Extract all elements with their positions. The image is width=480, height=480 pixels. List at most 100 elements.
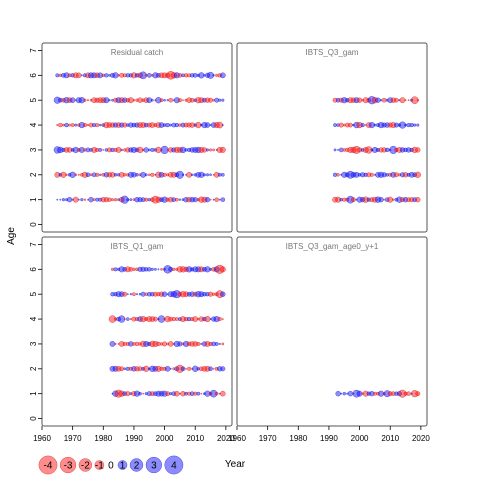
bubble-point <box>119 366 125 372</box>
panel-frame <box>41 236 233 427</box>
bubble-point <box>215 264 225 274</box>
bubble-point <box>219 266 226 273</box>
bubble-point <box>86 123 90 127</box>
bubble-point <box>219 72 226 79</box>
bubble-point <box>381 172 387 178</box>
legend-label: 4 <box>171 461 177 472</box>
bubble-point <box>156 341 161 347</box>
legend-label: -1 <box>95 461 104 472</box>
legend-entry: 1 <box>117 460 128 472</box>
bubble-point <box>129 318 132 321</box>
panels-layer: Residual catch IBTS_Q3_gam IBTS_Q1_gam IBTS… <box>41 42 428 427</box>
bubble-point <box>162 123 167 127</box>
bubble-point <box>369 391 375 397</box>
y-tick-label: 5 <box>29 97 38 102</box>
bubble-point <box>210 122 217 128</box>
bubble-point <box>54 171 61 178</box>
bubble-point <box>157 315 166 323</box>
bubble-point <box>204 196 211 203</box>
bubble-point <box>162 366 167 371</box>
bubble-point <box>396 146 403 153</box>
bubble-point <box>134 341 140 347</box>
bubble-point <box>116 316 121 322</box>
bubble-point <box>88 196 94 203</box>
bubble-point <box>109 341 116 347</box>
y-tick-label: 4 <box>29 122 38 127</box>
bubble-point <box>146 316 153 323</box>
legend-entry: 2 <box>129 458 144 472</box>
bubble-point <box>195 291 202 298</box>
bubble-point <box>384 147 390 153</box>
bubble-point <box>177 98 182 103</box>
bubble-point <box>199 366 204 372</box>
bubble-point <box>414 171 421 178</box>
bubble-point <box>204 122 211 128</box>
legend-bubble <box>78 458 93 472</box>
bubble-point <box>384 197 390 202</box>
x-tick-label: 1980 <box>289 434 307 443</box>
bubble-point <box>186 122 192 128</box>
bubble-point <box>379 99 383 102</box>
bubble-point <box>88 122 94 128</box>
bubble-point <box>70 123 75 127</box>
bubble-point <box>219 146 226 153</box>
bubble-point <box>132 292 136 297</box>
bubble-point <box>143 147 149 153</box>
bubble-point <box>77 173 80 176</box>
bubble-point <box>336 173 340 177</box>
bubble-point <box>123 318 126 321</box>
panel-2: IBTS_Q1_gam <box>41 236 233 427</box>
bubble-point <box>190 173 194 177</box>
bubble-point <box>97 72 104 79</box>
bubble-point <box>125 73 130 78</box>
bubble-point <box>117 267 121 271</box>
bubble-point <box>340 392 343 395</box>
bubble-point <box>214 292 219 297</box>
legend-label: 3 <box>151 461 157 472</box>
bubble-point <box>161 72 168 79</box>
bubble-point <box>189 147 195 153</box>
bubble-point <box>377 171 385 178</box>
bubble-point <box>372 391 377 396</box>
bubble-point <box>212 74 215 77</box>
bubble-point <box>332 172 338 177</box>
y-tick-label: 0 <box>29 416 38 421</box>
bubble-point <box>58 172 63 177</box>
bubble-point <box>158 291 165 297</box>
bubble-point <box>99 173 102 177</box>
panel-0: Residual catch <box>41 42 233 233</box>
bubble-point <box>143 340 150 347</box>
x-tick-label: 2010 <box>381 434 399 443</box>
bubble-point <box>110 198 115 202</box>
bubble-point <box>338 147 344 153</box>
bubble-point <box>134 122 140 128</box>
bubble-point <box>140 266 146 272</box>
bubble-point <box>150 172 155 177</box>
y-tick-label: 6 <box>29 73 38 78</box>
bubble-point <box>113 173 118 177</box>
bubble-point <box>185 367 187 370</box>
bubble-point <box>66 196 73 203</box>
bubble-point <box>56 198 59 201</box>
bubble-point <box>213 315 220 323</box>
bubble-point <box>61 72 66 78</box>
bubble-point <box>183 73 189 78</box>
panel-frame <box>41 42 233 233</box>
bubble-point <box>144 197 149 202</box>
bubble-point <box>378 197 384 203</box>
bubble-point <box>82 73 87 78</box>
bubble-point <box>112 390 119 397</box>
x-tick-label: 1960 <box>228 434 246 443</box>
bubble-point <box>342 123 346 127</box>
bubble-point <box>347 390 354 397</box>
bubble-point <box>146 122 152 128</box>
bubble-point <box>209 173 212 177</box>
bubble-point <box>120 195 129 204</box>
bubble-point <box>356 390 363 397</box>
bubble-point <box>114 342 117 346</box>
bubble-point <box>173 97 180 104</box>
bubble-point <box>134 316 140 322</box>
bubble-point <box>195 146 202 154</box>
legend-label: -2 <box>81 461 90 472</box>
bubble-point <box>136 146 144 154</box>
